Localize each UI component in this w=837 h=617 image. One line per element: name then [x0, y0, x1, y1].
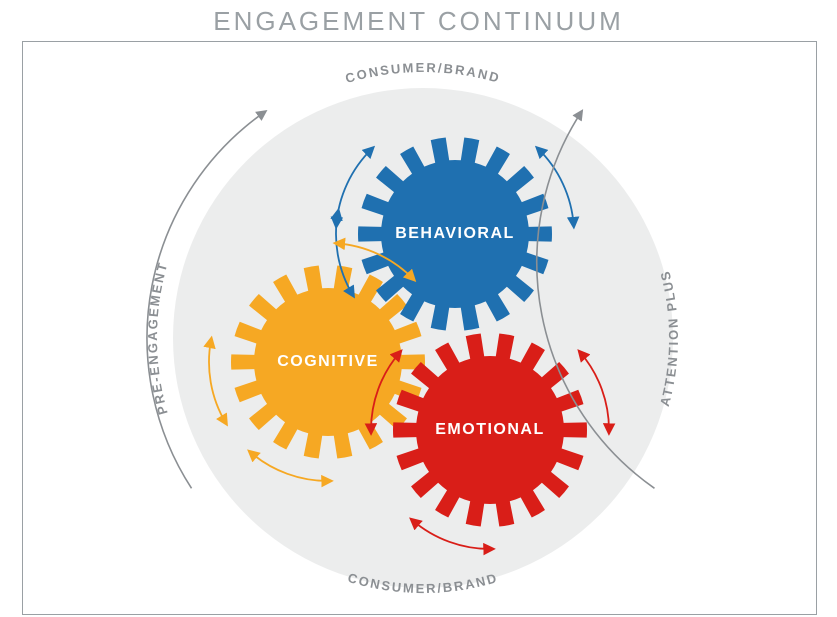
- arc-label-left: PRE-ENGAGEMENT: [145, 260, 171, 417]
- diagram-container: COGNITIVE EMOTIONAL BEHAVIORAL CONSUMER/BRA…: [22, 41, 817, 615]
- page-title: ENGAGEMENT CONTINUUM: [22, 0, 815, 41]
- gear-cognitive-label: COGNITIVE: [277, 353, 379, 370]
- engagement-diagram: COGNITIVE EMOTIONAL BEHAVIORAL CONSUMER/BRA…: [23, 42, 816, 614]
- arc-label-top: CONSUMER/BRAND: [344, 60, 503, 86]
- gear-behavioral-label: BEHAVIORAL: [395, 225, 515, 242]
- gear-emotional-label: EMOTIONAL: [435, 421, 545, 438]
